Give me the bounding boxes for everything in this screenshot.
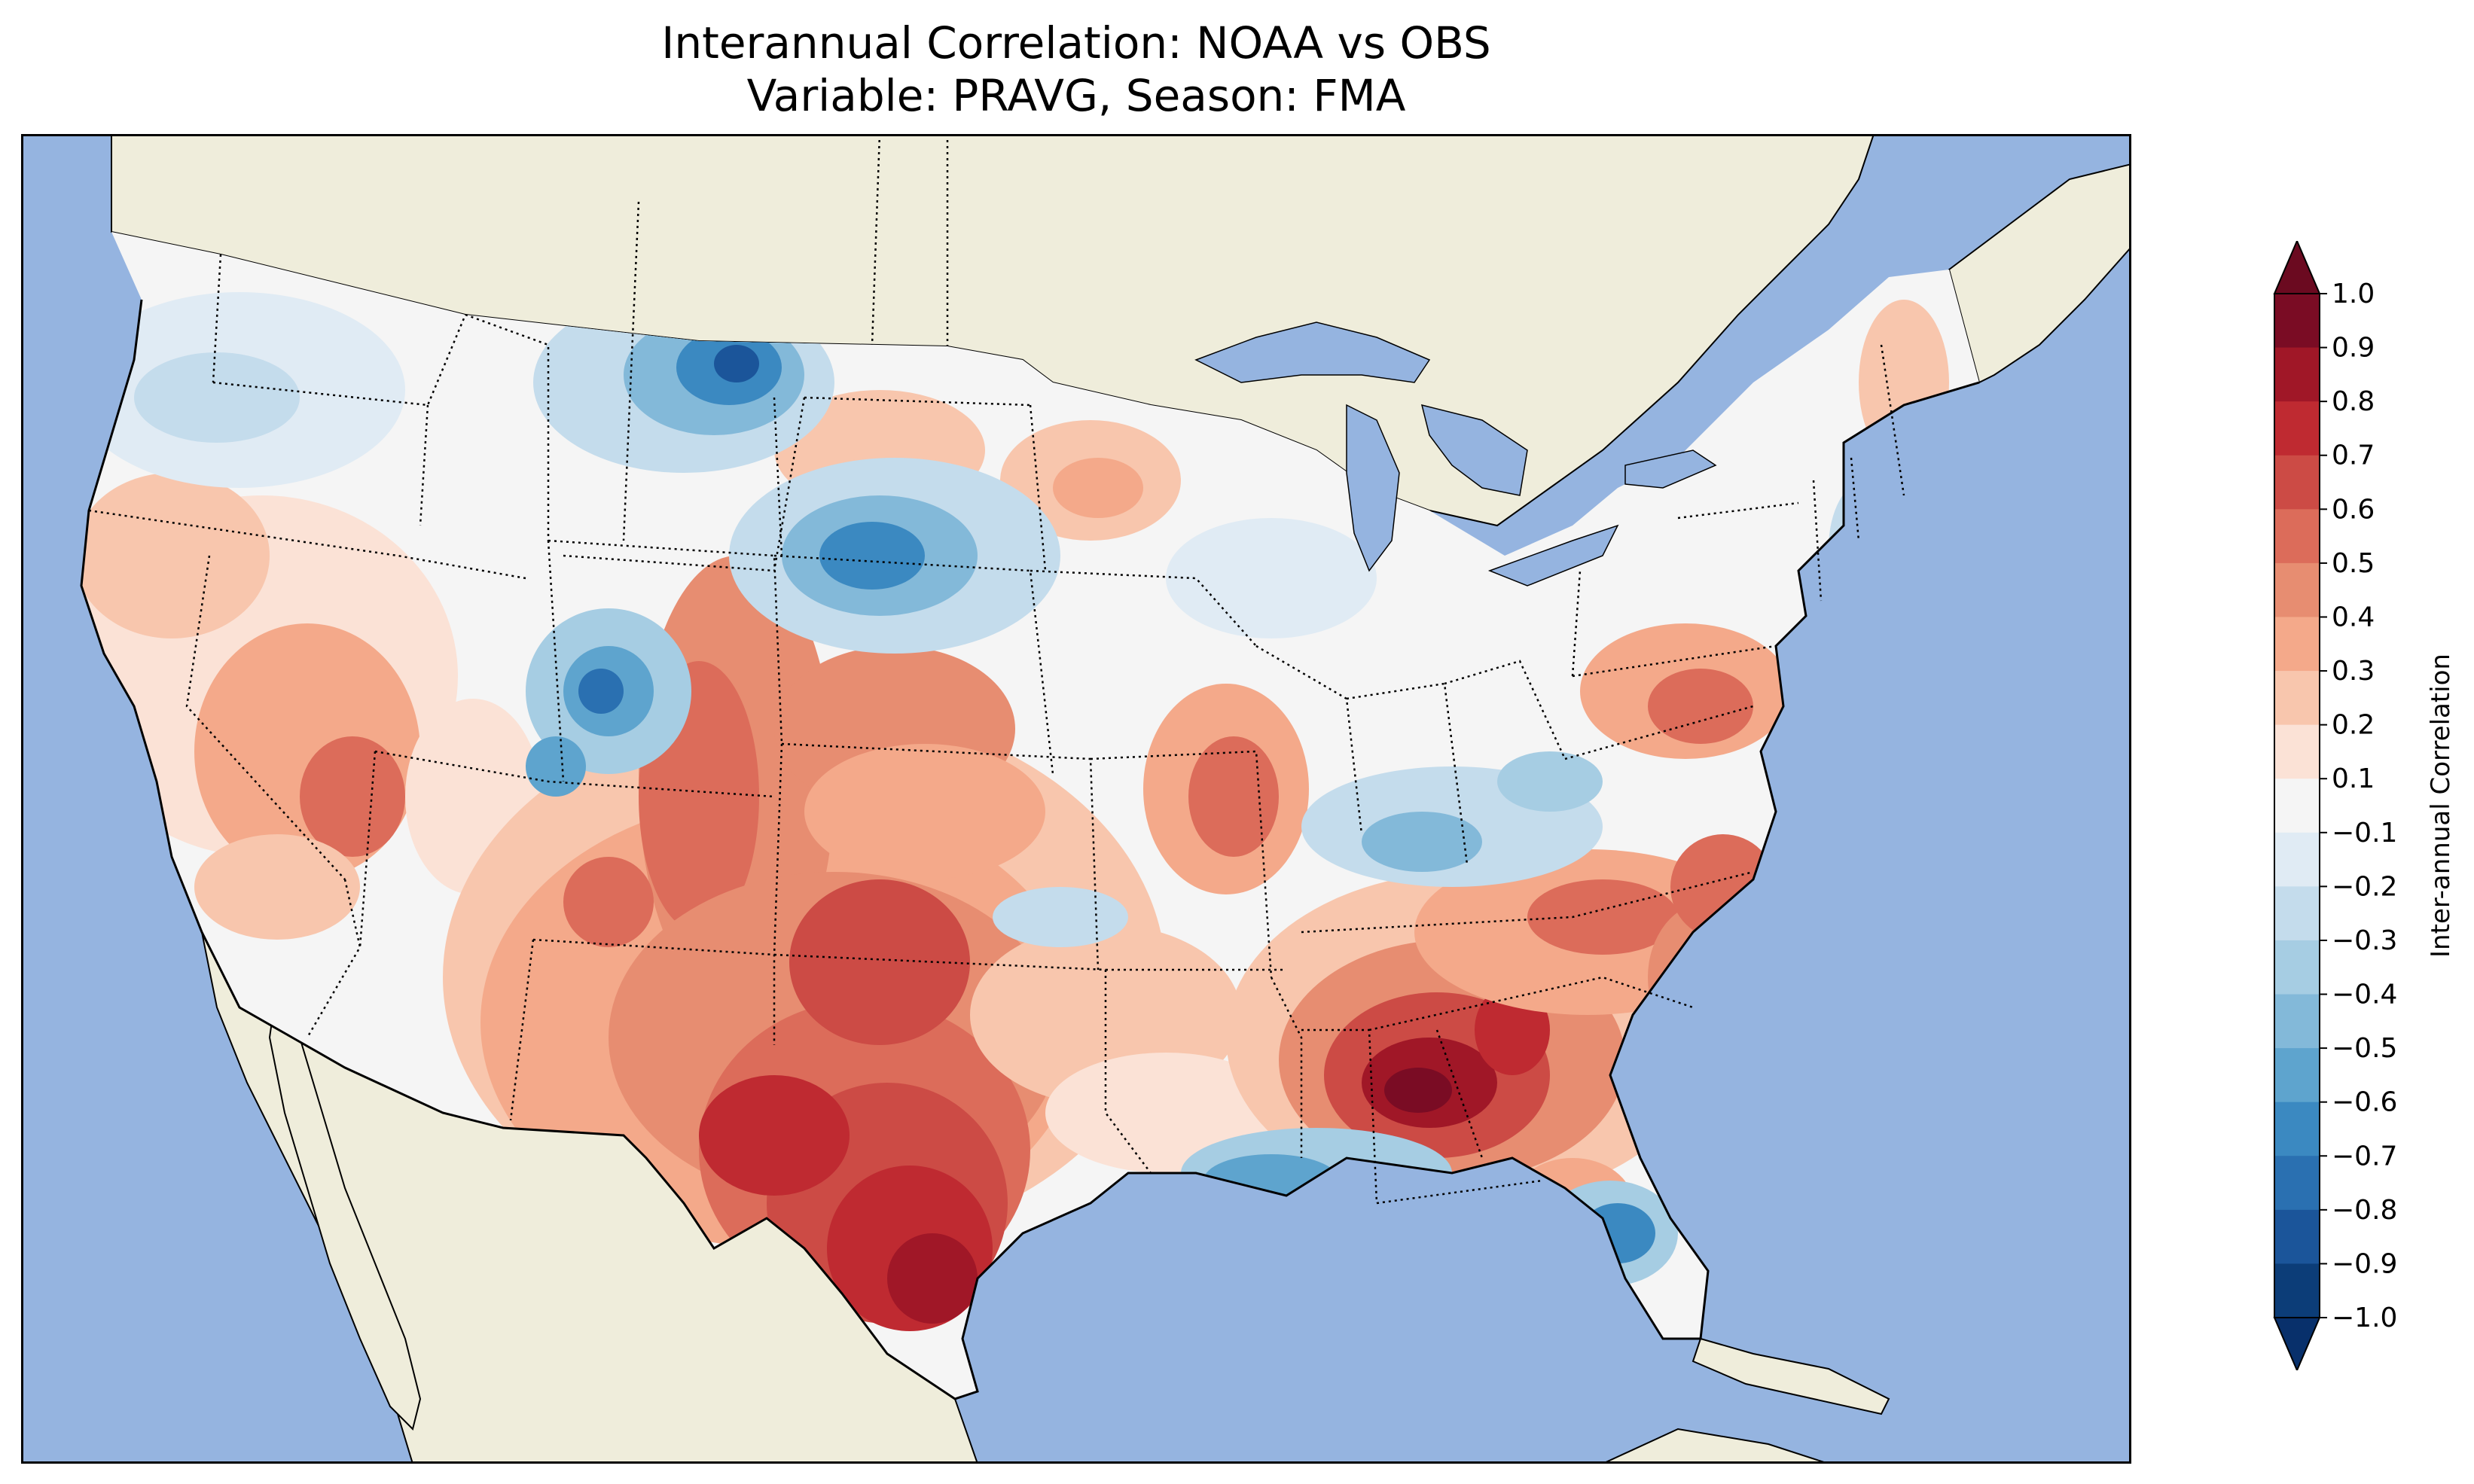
colorbar-ticks: 1.0 0.9 0.8 0.7 0.6 0.5 0.4 0.3 0.2 0.1 −0.1 −0.2 −0… bbox=[2320, 279, 2397, 1333]
colorbar-bin bbox=[2274, 886, 2320, 941]
colorbar-bin bbox=[2274, 1048, 2320, 1103]
lake-michigan bbox=[1346, 404, 1400, 572]
colorbar-tick-label: −0.7 bbox=[2332, 1141, 2397, 1172]
conus-coastline bbox=[80, 299, 1980, 1400]
colorbar-tick-label: 0.2 bbox=[2332, 710, 2375, 741]
colorbar-bin bbox=[2274, 779, 2320, 833]
colorbar: 1.0 0.9 0.8 0.7 0.6 0.5 0.4 0.3 0.2 0.1 −0.1 −0.2 −0… bbox=[2273, 241, 2456, 1370]
colorbar-bin bbox=[2274, 832, 2320, 887]
caribbean-land bbox=[1602, 1428, 1829, 1464]
colorbar-tick-label: 0.7 bbox=[2332, 440, 2375, 471]
lake-erie bbox=[1487, 524, 1619, 587]
colorbar-bin bbox=[2274, 617, 2320, 672]
colorbar-bin bbox=[2274, 1102, 2320, 1156]
colorbar-bin bbox=[2274, 724, 2320, 779]
map-title-line-2: Variable: PRAVG, Season: FMA bbox=[746, 70, 1406, 121]
lake-superior bbox=[1194, 321, 1431, 383]
state-borders bbox=[88, 134, 1905, 1205]
lake-ontario bbox=[1624, 449, 1717, 489]
colorbar-bin bbox=[2274, 940, 2320, 995]
colorbar-bin bbox=[2274, 401, 2320, 456]
colorbar-bins bbox=[2274, 294, 2320, 1318]
colorbar-bin bbox=[2274, 562, 2320, 617]
colorbar-bin bbox=[2274, 509, 2320, 564]
colorbar-extend-max-triangle bbox=[2273, 241, 2321, 294]
colorbar-tick-label: −0.9 bbox=[2332, 1248, 2397, 1279]
colorbar-bin bbox=[2274, 1156, 2320, 1211]
colorbar-tick-label: 0.8 bbox=[2332, 386, 2375, 417]
colorbar-label: Inter-annual Correlation bbox=[2426, 654, 2456, 958]
colorbar-tick-label: 0.5 bbox=[2332, 548, 2375, 579]
colorbar-tick-label: 0.9 bbox=[2332, 333, 2375, 364]
maritimes-landmass bbox=[1948, 163, 2131, 384]
colorbar-tick-label: 0.1 bbox=[2332, 763, 2375, 794]
cuba-island bbox=[1692, 1337, 1890, 1415]
colorbar-tick-label: −0.5 bbox=[2332, 1033, 2397, 1064]
colorbar-bin bbox=[2274, 994, 2320, 1049]
colorbar-bin bbox=[2274, 671, 2320, 726]
map-title-line-1: Interannual Correlation: NOAA vs OBS bbox=[661, 17, 1491, 69]
baja-peninsula bbox=[268, 982, 422, 1431]
colorbar-bin bbox=[2274, 1263, 2320, 1318]
colorbar-tick-label: −1.0 bbox=[2332, 1303, 2397, 1333]
colorbar-tick-label: −0.4 bbox=[2332, 980, 2397, 1010]
colorbar-tick-label: 1.0 bbox=[2332, 279, 2375, 309]
map-panel bbox=[21, 134, 2131, 1464]
colorbar-bin bbox=[2274, 294, 2320, 349]
lake-huron bbox=[1420, 404, 1528, 496]
colorbar-extend-min-triangle bbox=[2273, 1317, 2321, 1370]
map-border bbox=[21, 134, 2131, 1464]
colorbar-tick-label: 0.6 bbox=[2332, 494, 2375, 525]
colorbar-bin bbox=[2274, 1209, 2320, 1264]
colorbar-tick-label: −0.2 bbox=[2332, 871, 2397, 902]
colorbar-bin bbox=[2274, 347, 2320, 402]
colorbar-tick-label: −0.3 bbox=[2332, 925, 2397, 956]
colorbar-tick-label: −0.6 bbox=[2332, 1087, 2397, 1118]
colorbar-tick-label: 0.4 bbox=[2332, 602, 2375, 632]
colorbar-tick-label: −0.1 bbox=[2332, 818, 2397, 849]
colorbar-tick-label: 0.3 bbox=[2332, 656, 2375, 687]
colorbar-outline bbox=[2274, 293, 2320, 1318]
colorbar-tick-label: −0.8 bbox=[2332, 1195, 2397, 1226]
colorbar-bin bbox=[2274, 455, 2320, 510]
